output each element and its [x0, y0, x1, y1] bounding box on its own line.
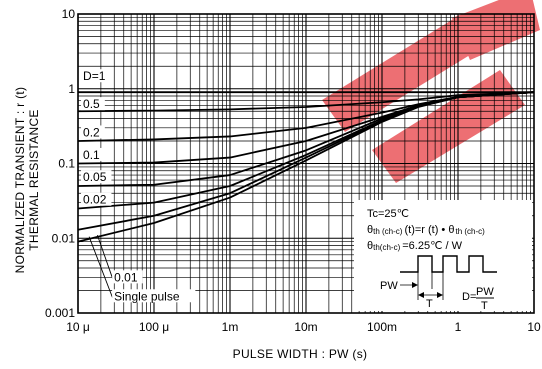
curve-label: Single pulse [114, 289, 180, 303]
curve-label: 0.02 [83, 193, 107, 207]
curve-label: 0.2 [83, 125, 100, 139]
pw-label: PW [380, 280, 398, 292]
curves [77, 91, 535, 298]
curve-label-background [81, 69, 105, 83]
y-tick-label: 10 [62, 7, 76, 21]
t-arrowhead-right [437, 292, 443, 298]
x-tick-label: 10 [527, 320, 541, 334]
y-tick-label: 0.01 [52, 231, 76, 245]
t-arrowhead-left [418, 292, 424, 298]
curve-label: 0.5 [83, 97, 100, 111]
t-label: T [426, 298, 433, 310]
duty-denominator: T [481, 300, 488, 312]
watermark-shape-2 [372, 70, 525, 183]
duty-numerator: PW [476, 286, 494, 298]
y-tick-label: 1 [68, 82, 75, 96]
curve-label: 0.1 [83, 148, 100, 162]
annotation-value: θth(ch-c) =6.25℃ / W [367, 240, 463, 252]
pw-arrowhead [412, 282, 418, 288]
x-tick-label: 10m [294, 320, 317, 334]
plot-frame [77, 13, 535, 314]
curve-label: 0.01 [114, 270, 138, 284]
curve-label-background [81, 125, 105, 139]
y-axis-title-line2: THERMAL RESISTANCE [27, 109, 41, 250]
curve-labels: D=1 0.5 0.2 0.1 0.05 0.02 0.01 Single pulse [81, 69, 196, 303]
x-axis-title: PULSE WIDTH : PW (s) [233, 347, 368, 361]
curve-label-background [81, 147, 105, 161]
curve-label: 0.05 [83, 170, 107, 184]
y-tick-labels: 0.001 0.01 0.1 1 10 [45, 7, 75, 320]
watermark-shape-3 [452, 0, 540, 60]
curve-label: D=1 [83, 69, 106, 83]
curve-label-background [112, 270, 143, 284]
annotation-tc: Tc=25℃ [367, 208, 409, 220]
duty-label: D= [462, 291, 476, 303]
curve-0-5 [77, 91, 535, 113]
y-tick-label: 0.1 [58, 157, 75, 171]
pulse-waveform [400, 255, 497, 273]
annotation-box: Tc=25℃ θth (ch-c) (t)=r (t) • θth (ch-c) … [354, 200, 532, 312]
x-tick-label: 1 [455, 320, 462, 334]
label-leader-line [88, 236, 113, 298]
x-tick-label: 10 μ [66, 320, 90, 334]
x-tick-label: 100 μ [139, 320, 169, 334]
curve-label-background [81, 170, 112, 184]
curve-label-background [81, 192, 112, 206]
label-leader-line [96, 235, 113, 279]
x-tick-label: 100m [367, 320, 397, 334]
curve-label-background [112, 289, 196, 303]
annotation-equation: θth (ch-c) (t)=r (t) • θth (ch-c) [367, 224, 485, 236]
y-tick-label: 0.001 [45, 306, 75, 320]
x-tick-labels: 10 μ 100 μ 1m 10m 100m 1 10 [66, 320, 541, 334]
curve-label-background [81, 97, 105, 111]
y-axis-title-line1: NORMALIZED TRANSIENT : r (t) [13, 87, 27, 274]
curve-single-pulse [77, 91, 535, 243]
x-tick-label: 1m [222, 320, 239, 334]
